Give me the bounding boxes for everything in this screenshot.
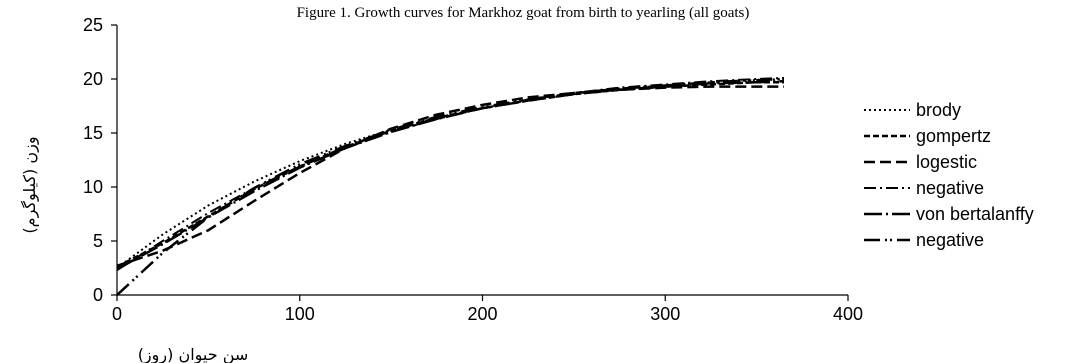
x-tick-label: 400: [833, 304, 863, 324]
series-line-1: [116, 78, 785, 269]
y-tick-label: 0: [93, 285, 103, 305]
y-tick-label: 5: [93, 231, 103, 251]
series-line-5: [116, 79, 785, 271]
series-line-3: [116, 85, 784, 267]
x-tick-label: 200: [467, 304, 497, 324]
y-tick-label: 10: [83, 177, 103, 197]
y-tick-label: 15: [83, 123, 103, 143]
legend-label: negative: [916, 230, 984, 250]
legend-label: logestic: [916, 152, 977, 172]
y-tick-label: 25: [83, 15, 103, 35]
y-axis-ticks: 0 5 10 15 20 25: [83, 15, 117, 305]
series-lines: [116, 76, 785, 296]
series-line-2: [116, 80, 784, 269]
legend-label: gompertz: [916, 126, 991, 146]
legend: brody gompertz logestic negative von bertala…: [864, 100, 1034, 250]
x-axis-label: سن حیوان (روز): [138, 345, 249, 363]
legend-label: von bertalanffy: [916, 204, 1034, 224]
y-axis-label: وزن (کیلوگرم): [20, 136, 40, 233]
x-tick-label: 300: [650, 304, 680, 324]
legend-label: brody: [916, 100, 961, 120]
series-line-4: [116, 76, 785, 272]
legend-label: negative: [916, 178, 984, 198]
x-axis-ticks: 0 100 200 300 400: [112, 295, 863, 324]
chart-title: Figure 1. Growth curves for Markhoz goat…: [297, 5, 750, 21]
series-line-6: [116, 77, 785, 296]
y-tick-label: 20: [83, 69, 103, 89]
x-tick-label: 100: [285, 304, 315, 324]
x-tick-label: 0: [112, 304, 122, 324]
